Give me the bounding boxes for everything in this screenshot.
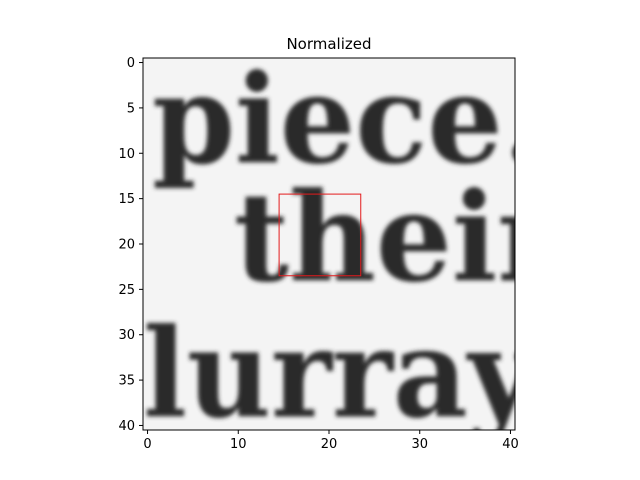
y-tick-label: 30 bbox=[118, 328, 135, 343]
y-axis: 0 5 10 15 20 25 30 35 40 bbox=[118, 56, 143, 434]
image-background bbox=[143, 58, 515, 430]
chart-title: Normalized bbox=[286, 35, 371, 53]
y-tick-label: 20 bbox=[118, 238, 135, 253]
y-tick-label: 5 bbox=[127, 101, 135, 116]
y-tick-label: 25 bbox=[118, 283, 135, 298]
y-tick-label: 35 bbox=[118, 374, 135, 389]
image-text-row: lurray bbox=[143, 301, 539, 445]
image-text-row: their bbox=[234, 165, 562, 309]
x-tick-label: 0 bbox=[143, 437, 151, 452]
y-tick-label: 40 bbox=[118, 419, 135, 434]
y-tick-label: 15 bbox=[118, 192, 135, 207]
x-axis: 0 10 20 30 40 bbox=[143, 430, 519, 452]
highlight-box bbox=[278, 193, 362, 277]
x-tick-label: 40 bbox=[502, 437, 519, 452]
y-tick-label: 0 bbox=[127, 56, 135, 71]
x-tick-label: 10 bbox=[230, 437, 247, 452]
image-text-row: piece. bbox=[152, 47, 544, 191]
x-tick-label: 20 bbox=[321, 437, 338, 452]
x-tick-label: 30 bbox=[411, 437, 428, 452]
y-tick-label: 10 bbox=[118, 147, 135, 162]
